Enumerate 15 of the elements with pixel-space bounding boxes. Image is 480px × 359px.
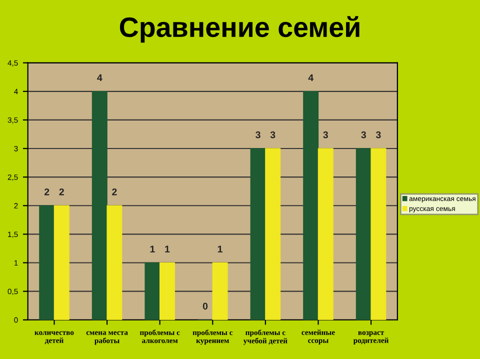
data-label: 4 bbox=[97, 74, 102, 82]
data-label: 2 bbox=[44, 188, 50, 196]
data-label: 1 bbox=[150, 246, 155, 252]
data-label: 3 bbox=[376, 131, 381, 138]
data-label: 2 bbox=[59, 188, 64, 196]
data-label: 1 bbox=[218, 246, 222, 252]
data-label: 4 bbox=[308, 74, 314, 82]
data-label: 1 bbox=[165, 246, 170, 252]
data-label: 3 bbox=[323, 131, 328, 138]
data-label: 0 bbox=[202, 302, 208, 310]
data-label: 3 bbox=[256, 131, 260, 138]
chart-title: Сравнение семей bbox=[120, 16, 360, 43]
data-label: 3 bbox=[361, 131, 366, 138]
data-label: 3 bbox=[270, 131, 276, 138]
data-label: 2 bbox=[112, 188, 117, 196]
